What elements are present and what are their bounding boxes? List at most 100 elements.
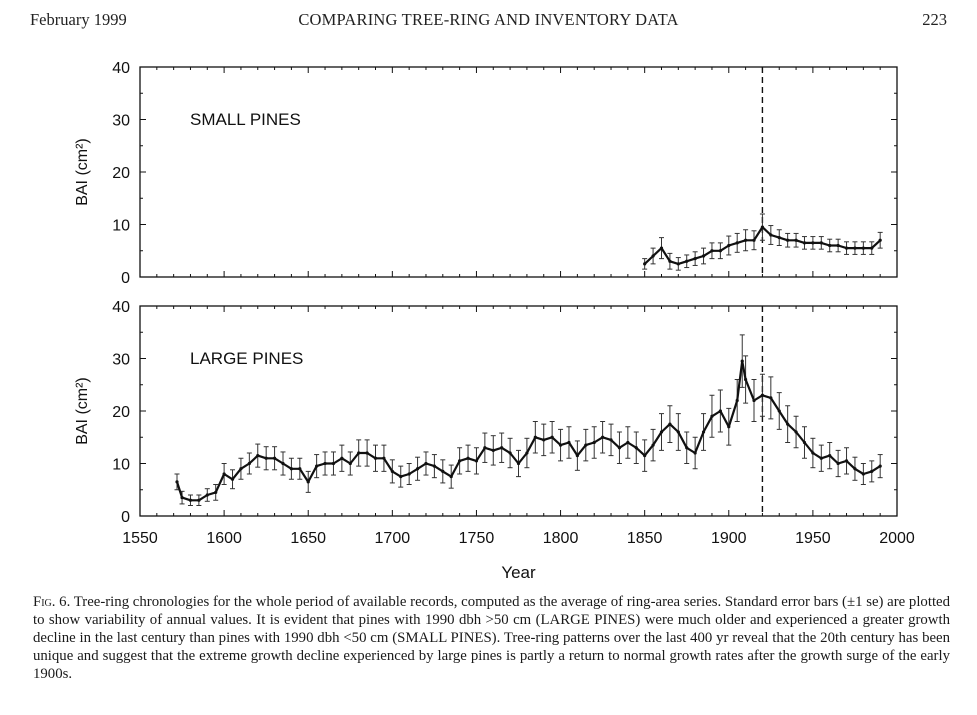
large-pines-data-point bbox=[432, 464, 436, 468]
large-pines-data-point bbox=[760, 393, 765, 397]
large-pines-data-point bbox=[449, 475, 453, 479]
large-pines-y-tick-label: 20 bbox=[112, 404, 130, 421]
large-pines-data-point bbox=[315, 464, 319, 468]
large-pines-data-point bbox=[575, 454, 579, 458]
large-pines-data-point bbox=[407, 472, 411, 476]
large-pines-data-point bbox=[777, 409, 781, 413]
small-pines-data-point bbox=[651, 254, 655, 258]
large-pines-data-point bbox=[819, 456, 823, 460]
large-pines-data-point bbox=[247, 461, 251, 466]
large-pines-data-point bbox=[634, 446, 638, 450]
small-pines-data-point bbox=[836, 243, 840, 248]
large-pines-series-line bbox=[175, 360, 881, 502]
large-pines-y-tick-label: 30 bbox=[112, 352, 130, 369]
large-pines-data-point bbox=[474, 459, 479, 463]
large-pines-data-point bbox=[735, 398, 739, 403]
large-pines-data-point bbox=[727, 425, 731, 429]
small-pines-y-tick-label: 40 bbox=[112, 60, 130, 77]
small-pines-series bbox=[642, 213, 883, 271]
large-pines-data-point bbox=[626, 440, 630, 445]
large-pines-data-point bbox=[516, 461, 521, 466]
small-pines-data-point bbox=[744, 238, 748, 242]
large-pines-data-point bbox=[533, 435, 537, 439]
large-pines-data-point bbox=[382, 456, 386, 460]
small-pines-data-point bbox=[769, 233, 773, 237]
small-pines-data-point bbox=[819, 241, 823, 245]
large-pines-data-point bbox=[298, 467, 302, 471]
running-header-date: February 1999 bbox=[30, 10, 127, 29]
large-pines-x-tick-label: 1650 bbox=[290, 530, 326, 547]
large-pines-data-point bbox=[348, 461, 352, 466]
large-pines-data-point bbox=[836, 461, 840, 466]
large-pines-data-point bbox=[710, 414, 714, 418]
small-pines-data-point bbox=[727, 243, 731, 248]
large-pines-data-point bbox=[701, 430, 706, 434]
running-header-title: COMPARING TREE-RING AND INVENTORY DATA bbox=[298, 10, 679, 29]
large-pines-data-point bbox=[752, 398, 756, 403]
large-pines-x-tick-label: 1950 bbox=[795, 530, 831, 547]
small-pines-y-tick-label: 10 bbox=[112, 218, 130, 235]
large-pines-data-point bbox=[491, 448, 495, 452]
large-pines-plot-frame bbox=[139, 305, 898, 517]
large-pines-x-axis-label: Year bbox=[501, 563, 536, 582]
large-pines-data-point bbox=[643, 454, 647, 458]
large-pines-x-tick-label: 1600 bbox=[206, 530, 242, 547]
small-pines-data-point bbox=[718, 249, 722, 253]
large-pines-data-point bbox=[592, 440, 596, 445]
large-pines-data-point bbox=[483, 446, 487, 450]
page-number: 223 bbox=[922, 10, 947, 29]
large-pines-data-point bbox=[230, 477, 235, 481]
small-pines-data-point bbox=[811, 241, 815, 245]
large-pines-data-point bbox=[609, 438, 613, 442]
large-pines-data-point bbox=[508, 451, 512, 455]
large-pines-data-point bbox=[844, 459, 849, 463]
small-pines-data-point bbox=[701, 254, 706, 258]
large-pines-data-point bbox=[323, 461, 327, 466]
large-pines-data-point bbox=[550, 435, 554, 439]
large-pines-data-point bbox=[500, 446, 504, 450]
large-pines-series bbox=[174, 334, 883, 506]
large-pines-data-point bbox=[651, 443, 655, 447]
small-pines-data-point bbox=[685, 259, 689, 263]
large-pines-data-point bbox=[601, 435, 605, 439]
small-pines-y-tick-label: 30 bbox=[112, 113, 130, 130]
small-pines-data-point bbox=[760, 225, 765, 229]
large-pines-data-point bbox=[424, 461, 428, 466]
small-pines-data-point bbox=[870, 246, 874, 250]
large-pines-y-axis-label: BAI (cm²) bbox=[74, 377, 91, 445]
large-pines-data-point bbox=[558, 443, 563, 447]
large-pines-data-point bbox=[197, 498, 201, 502]
small-pines-data-point bbox=[676, 262, 680, 266]
large-pines-data-point bbox=[306, 480, 310, 484]
small-pines-y-tick-label: 0 bbox=[121, 270, 130, 287]
large-pines-data-point bbox=[390, 469, 394, 473]
small-pines-data-point bbox=[710, 249, 714, 253]
small-pines-data-point bbox=[853, 246, 857, 250]
large-pines-y-tick-label: 40 bbox=[112, 299, 130, 316]
small-pines-panel-label: SMALL PINES bbox=[190, 110, 301, 129]
large-pines-data-point bbox=[794, 430, 798, 434]
large-pines-data-point bbox=[281, 461, 285, 466]
small-pines-data-point bbox=[752, 238, 756, 242]
large-pines-x-tick-label: 1700 bbox=[375, 530, 411, 547]
large-pines-data-point bbox=[802, 440, 807, 445]
caption-text: Tree-ring chronologies for the whole per… bbox=[33, 594, 951, 682]
small-pines-y-axis-label: BAI (cm²) bbox=[74, 138, 91, 206]
large-pines-data-point bbox=[870, 469, 874, 473]
large-pines-x-tick-label: 1850 bbox=[627, 530, 663, 547]
small-pines-data-point bbox=[735, 241, 739, 245]
large-pines-x-tick-label: 2000 bbox=[879, 530, 915, 547]
large-pines-data-point bbox=[525, 451, 529, 455]
large-pines-y-tick-label: 10 bbox=[112, 457, 130, 474]
large-pines-data-point bbox=[693, 451, 697, 455]
small-pines-data-point bbox=[794, 238, 798, 242]
large-pines-x-tick-label: 1800 bbox=[543, 530, 579, 547]
large-pines-data-point bbox=[214, 490, 218, 494]
large-pines-data-point bbox=[365, 451, 369, 455]
large-pines-data-point bbox=[853, 467, 857, 471]
large-pines-data-point bbox=[357, 451, 361, 455]
large-pines-panel: 0 10 20 30 40 1550 1600 1650 1700 1750 1800 1850 190… bbox=[74, 299, 915, 582]
large-pines-data-point bbox=[205, 493, 209, 497]
large-pines-data-point bbox=[828, 454, 832, 458]
